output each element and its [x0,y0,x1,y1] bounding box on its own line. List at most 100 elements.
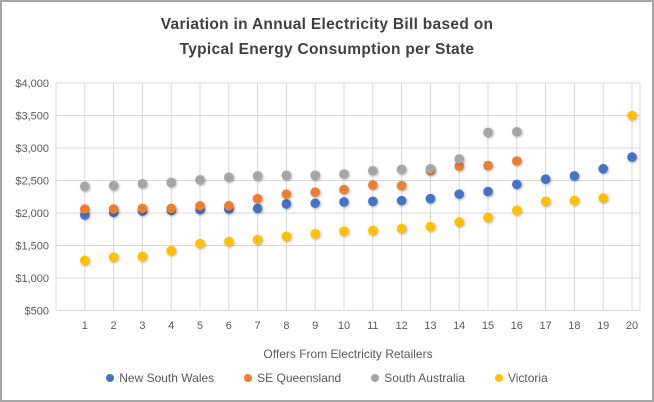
x-tick-label: 1 [82,320,88,332]
data-point-new-south-wales[interactable] [368,196,378,207]
legend-item-victoria[interactable]: Victoria [494,371,548,385]
x-tick-label: 15 [482,320,494,332]
chart-title-line1: Variation in Annual Electricity Bill bas… [160,16,494,33]
data-point-new-south-wales[interactable] [540,174,551,184]
data-point-south-australia[interactable] [80,181,90,192]
data-point-victoria[interactable] [627,110,637,121]
x-tick-label: 14 [453,320,465,332]
legend-marker-icon [244,374,253,382]
legend-label: SE Queensland [257,371,342,385]
data-point-new-south-wales[interactable] [425,193,436,204]
x-tick-label: 11 [367,320,378,332]
y-tick-label: $2,000 [15,208,49,220]
data-point-se-queensland[interactable] [512,156,522,166]
x-tick-label: 2 [111,320,117,332]
data-point-victoria[interactable] [281,231,292,242]
data-point-se-queensland[interactable] [368,180,378,190]
data-point-victoria[interactable] [80,255,90,266]
data-point-south-australia[interactable] [108,180,119,191]
data-point-victoria[interactable] [195,238,205,249]
data-point-victoria[interactable] [512,205,522,216]
data-point-south-australia[interactable] [310,170,321,181]
data-point-south-australia[interactable] [454,154,465,164]
data-point-new-south-wales[interactable] [569,171,580,181]
data-point-victoria[interactable] [368,225,378,236]
data-point-victoria[interactable] [454,217,465,227]
data-point-victoria[interactable] [396,223,407,234]
data-point-south-australia[interactable] [512,126,522,137]
y-tick-label: $3,000 [15,143,49,155]
data-point-victoria[interactable] [108,252,119,262]
data-point-new-south-wales[interactable] [252,203,263,214]
data-point-south-australia[interactable] [483,127,493,138]
y-tick-label: $500 [25,306,49,318]
data-point-south-australia[interactable] [368,165,378,176]
data-point-new-south-wales[interactable] [281,199,292,209]
data-point-se-queensland[interactable] [310,187,321,197]
data-point-victoria[interactable] [166,245,176,256]
data-point-new-south-wales[interactable] [598,164,608,174]
data-point-south-australia[interactable] [339,169,349,179]
x-tick-label: 12 [395,320,407,332]
legend-marker-icon [106,374,115,382]
y-tick-label: $3,500 [15,111,49,123]
data-point-new-south-wales[interactable] [512,179,522,190]
data-point-victoria[interactable] [540,196,551,207]
x-axis-title: Offers From Electricity Retailers [263,347,433,361]
x-tick-label: 5 [197,320,203,332]
data-point-south-australia[interactable] [195,175,205,185]
data-point-victoria[interactable] [425,221,436,232]
legend-label: New South Wales [119,371,215,385]
data-point-se-queensland[interactable] [281,189,292,199]
x-tick-label: 3 [139,320,145,332]
data-point-se-queensland[interactable] [166,203,176,214]
legend-marker-icon [371,374,380,382]
data-point-south-australia[interactable] [137,178,148,189]
data-point-victoria[interactable] [137,251,148,262]
data-point-se-queensland[interactable] [396,180,407,191]
data-point-new-south-wales[interactable] [310,198,321,209]
data-point-se-queensland[interactable] [80,204,90,214]
data-point-new-south-wales[interactable] [454,189,465,199]
data-point-south-australia[interactable] [425,164,436,174]
data-point-south-australia[interactable] [281,170,292,181]
data-point-new-south-wales[interactable] [339,197,349,207]
legend-item-se-queensland[interactable]: SE Queensland [244,371,341,385]
data-point-victoria[interactable] [569,195,580,206]
data-point-victoria[interactable] [483,212,493,223]
x-tick-label: 4 [168,320,174,332]
data-point-new-south-wales[interactable] [483,186,493,197]
data-point-victoria[interactable] [224,236,234,247]
data-point-victoria[interactable] [339,226,349,236]
data-point-new-south-wales[interactable] [396,195,407,206]
data-point-se-queensland[interactable] [195,201,205,211]
data-point-victoria[interactable] [598,193,608,203]
data-point-se-queensland[interactable] [137,203,148,214]
legend-label: South Australia [384,371,465,385]
data-point-se-queensland[interactable] [483,160,493,171]
data-point-new-south-wales[interactable] [627,152,637,162]
legend-item-south-australia[interactable]: South Australia [371,371,465,385]
x-tick-label: 8 [283,320,289,332]
data-point-se-queensland[interactable] [108,204,119,214]
y-tick-label: $1,500 [15,241,49,253]
data-point-se-queensland[interactable] [339,184,349,195]
x-tick-label: 17 [539,320,551,332]
data-point-se-queensland[interactable] [224,201,234,211]
x-tick-label: 9 [312,320,318,332]
data-point-south-australia[interactable] [396,164,407,175]
data-point-se-queensland[interactable] [454,161,465,171]
x-tick-label: 10 [338,320,350,332]
legend-item-new-south-wales[interactable]: New South Wales [106,371,214,385]
data-point-se-queensland[interactable] [252,193,263,204]
data-point-south-australia[interactable] [166,177,176,188]
chart-title-line2: Typical Energy Consumption per State [179,41,475,58]
data-point-victoria[interactable] [310,229,321,239]
x-tick-label: 13 [424,320,436,332]
x-tick-label: 19 [597,320,609,332]
data-point-victoria[interactable] [252,234,263,245]
data-point-south-australia[interactable] [224,172,234,183]
data-point-south-australia[interactable] [252,171,263,181]
